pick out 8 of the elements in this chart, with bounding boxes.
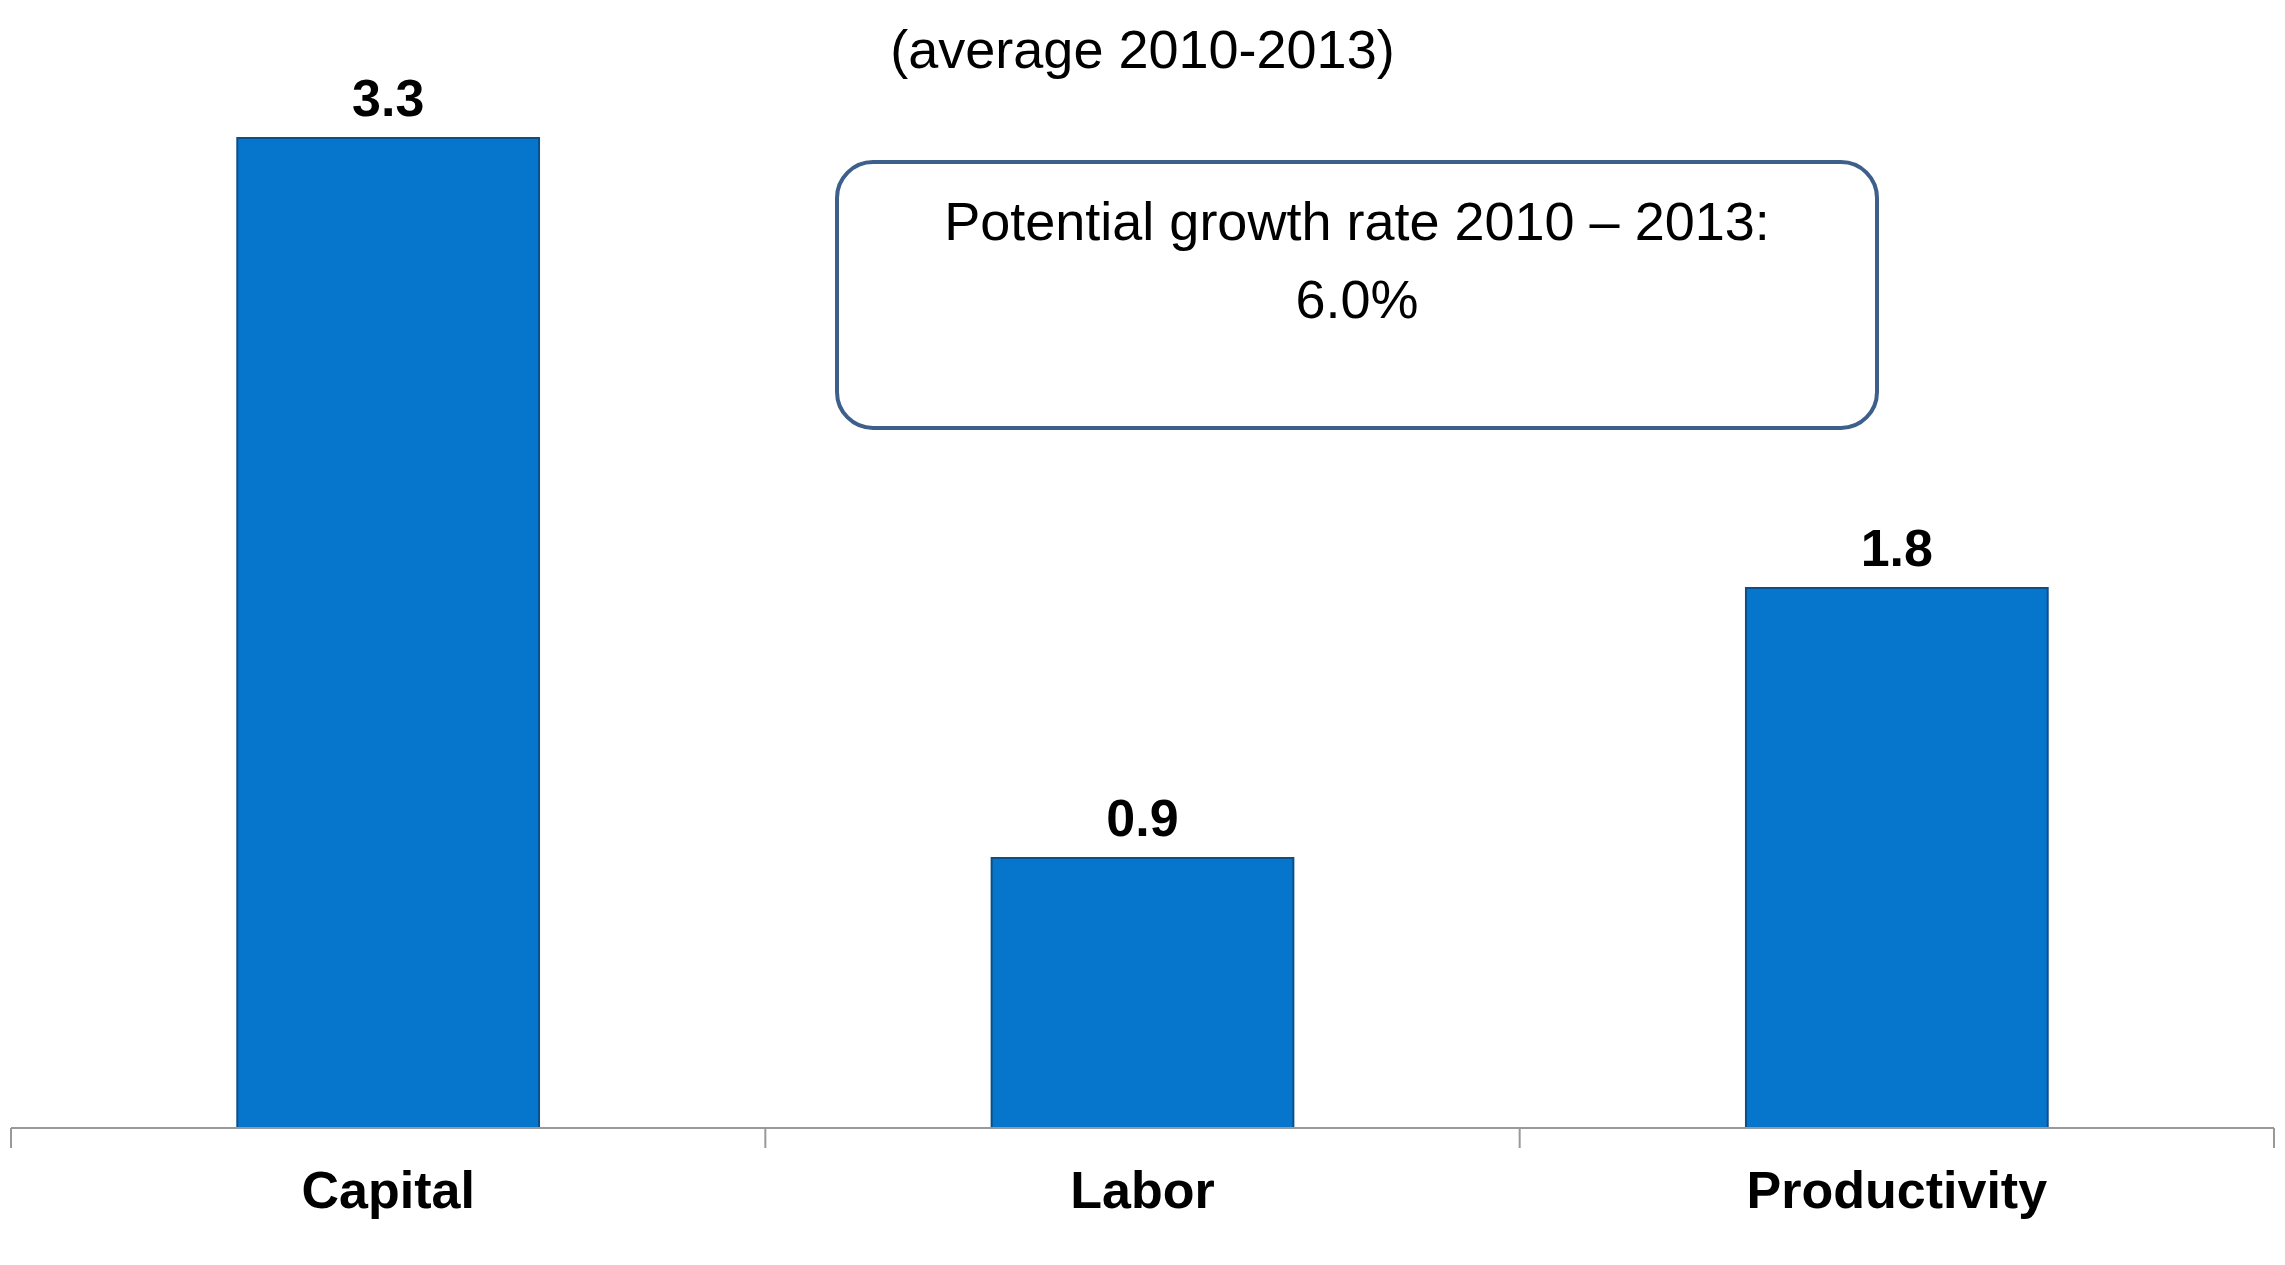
x-tick-label: Labor xyxy=(1070,1161,1215,1219)
data-label: 1.8 xyxy=(1860,519,1933,577)
data-label: 3.3 xyxy=(352,69,425,127)
x-tick-label: Capital xyxy=(301,1161,475,1219)
x-tick-label: Productivity xyxy=(1746,1161,2048,1219)
chart-subtitle: (average 2010-2013) xyxy=(890,19,1395,79)
annotation: Potential growth rate 2010 – 2013: 6.0% xyxy=(944,191,1770,329)
data-label: 0.9 xyxy=(1106,789,1179,847)
